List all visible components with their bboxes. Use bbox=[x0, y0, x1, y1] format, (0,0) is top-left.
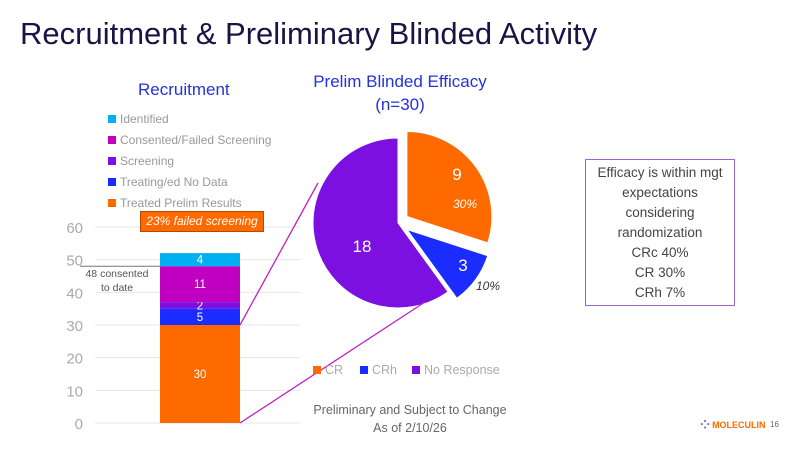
bar-segment bbox=[160, 325, 240, 423]
pie-percent-label: 10% bbox=[476, 279, 500, 293]
legend-label: CRh bbox=[372, 363, 398, 377]
recruitment-chart-title: Recruitment bbox=[138, 80, 230, 99]
legend-label: Consented/Failed Screening bbox=[120, 133, 272, 147]
legend-label: CR bbox=[325, 363, 344, 377]
legend-label: Screening bbox=[120, 154, 175, 168]
y-tick-label: 60 bbox=[66, 220, 83, 237]
consented-annotation: 48 consented to date bbox=[85, 268, 149, 294]
failed-screening-callout: 23% failed screening bbox=[140, 211, 264, 232]
bar-segment bbox=[160, 308, 240, 325]
legend-swatch bbox=[313, 366, 321, 374]
pie-slice bbox=[406, 131, 493, 244]
y-tick-label: 30 bbox=[66, 318, 83, 335]
pie-slice bbox=[405, 228, 489, 299]
page-number: 16 bbox=[770, 420, 779, 429]
bar-segment bbox=[160, 253, 240, 267]
legend-swatch bbox=[108, 157, 116, 165]
footer-disclaimer: Preliminary and Subject to Change bbox=[313, 403, 507, 417]
textbox-line: expectations bbox=[622, 185, 698, 200]
pie-value-label: 3 bbox=[458, 256, 467, 275]
bar-data-label: 4 bbox=[197, 255, 204, 267]
pie-value-label: 18 bbox=[353, 237, 372, 256]
y-tick-label: 10 bbox=[66, 383, 83, 400]
bar-segment bbox=[160, 266, 240, 303]
legend-swatch bbox=[108, 199, 116, 207]
connector-line bbox=[239, 301, 426, 424]
pie-legend-cr: CR bbox=[313, 363, 343, 377]
pie-legend-no-response: No Response bbox=[412, 363, 500, 377]
legend-swatch bbox=[108, 115, 116, 123]
bar-segment bbox=[160, 302, 240, 309]
pie-percent-label: 30% bbox=[453, 197, 477, 211]
legend-label: No Response bbox=[424, 363, 500, 377]
footer-date: As of 2/10/26 bbox=[373, 421, 447, 435]
legend-label: Treating/ed No Data bbox=[120, 175, 228, 189]
company-logo: ⁘ MOLECULIN bbox=[700, 418, 766, 432]
bar-legend-item: Treated Prelim Results bbox=[108, 196, 242, 210]
legend-swatch bbox=[108, 178, 116, 186]
pie-title-text: Prelim Blinded Efficacy bbox=[313, 72, 487, 91]
textbox-line: Efficacy is within mgt bbox=[597, 165, 723, 180]
textbox-line: CRh 7% bbox=[634, 285, 686, 300]
legend-swatch bbox=[360, 366, 368, 374]
efficacy-textbox: Efficacy is within mgt expectations cons… bbox=[585, 159, 735, 306]
y-tick-label: 50 bbox=[66, 253, 83, 270]
legend-swatch bbox=[412, 366, 420, 374]
pie-value-label: 9 bbox=[452, 165, 461, 184]
bar-legend-item: Consented/Failed Screening bbox=[108, 133, 271, 147]
logo-text: MOLECULIN bbox=[712, 420, 766, 430]
textbox-line: considering bbox=[625, 205, 695, 220]
legend-swatch bbox=[108, 136, 116, 144]
legend-label: Treated Prelim Results bbox=[120, 196, 242, 210]
slide-title: Recruitment & Preliminary Blinded Activi… bbox=[20, 16, 598, 51]
y-tick-label: 0 bbox=[75, 416, 83, 433]
pie-legend-crh: CRh bbox=[360, 363, 397, 377]
bar-legend-item: Treating/ed No Data bbox=[108, 175, 228, 189]
bar-data-label: 11 bbox=[194, 279, 206, 291]
textbox-line: randomization bbox=[617, 225, 703, 240]
bar-data-label: 30 bbox=[194, 369, 207, 381]
legend-label: Identified bbox=[120, 112, 169, 126]
textbox-line: CRc 40% bbox=[631, 245, 689, 260]
y-tick-label: 40 bbox=[66, 285, 83, 302]
textbox-line: CR 30% bbox=[634, 265, 686, 280]
pie-chart-title: Prelim Blinded Efficacy (n=30) bbox=[300, 70, 500, 116]
bar-legend-item: Screening bbox=[108, 154, 174, 168]
bar-data-label: 5 bbox=[197, 312, 203, 324]
logo-mark-icon: ⁘ bbox=[700, 418, 711, 432]
connector-line bbox=[239, 182, 319, 326]
bar-legend-item: Identified bbox=[108, 112, 169, 126]
pie-slice bbox=[312, 137, 449, 309]
bar-data-label: 2 bbox=[197, 300, 203, 312]
pie-subtitle: (n=30) bbox=[375, 95, 425, 114]
y-tick-label: 20 bbox=[66, 351, 83, 368]
